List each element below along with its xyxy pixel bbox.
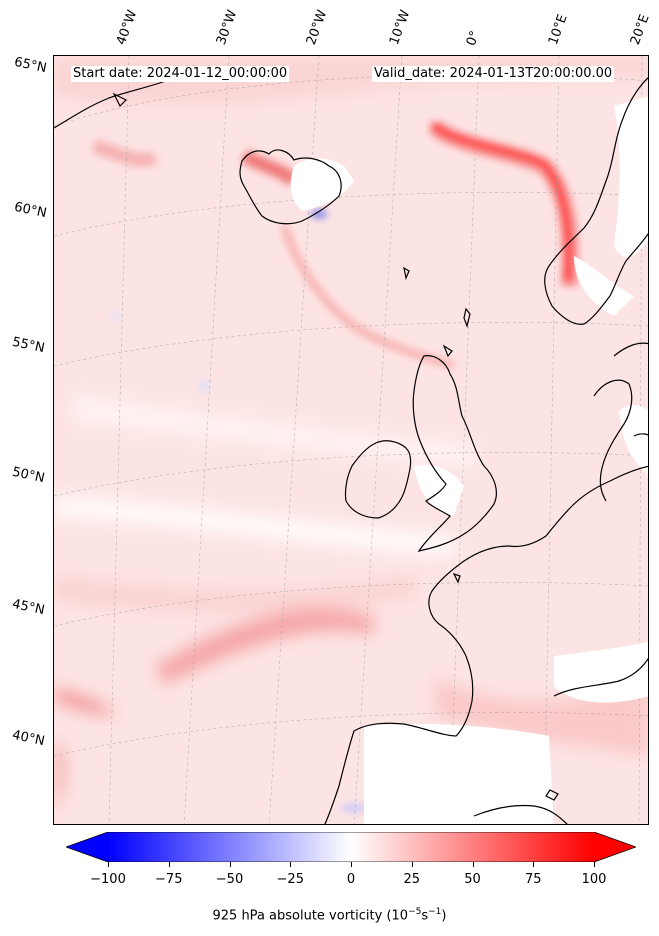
valid-date-label: Valid_date: 2024-01-13T20:00:00.00 xyxy=(372,66,615,82)
vorticity-map xyxy=(53,55,649,825)
colorbar-tickmark xyxy=(351,862,352,867)
coast-balearic xyxy=(545,789,559,801)
colorbar-tickmark xyxy=(411,862,413,867)
lon-label-40w: 40°W xyxy=(113,8,141,47)
lon-label-10w: 10°W xyxy=(386,8,414,47)
colorbar-tick-label: 50 xyxy=(464,872,481,887)
coast-shetland xyxy=(463,307,471,329)
coast-ireland xyxy=(344,440,412,519)
colorbar-tickmark xyxy=(533,862,535,867)
colorbar-tickmark xyxy=(594,862,595,867)
lat-label-40n: 40°N xyxy=(10,727,46,750)
colorbar xyxy=(66,832,636,862)
vorticity-field xyxy=(54,56,648,824)
colorbar-tick-label: −25 xyxy=(276,872,304,887)
coast-denmark xyxy=(593,379,633,502)
lat-label-65n: 65°N xyxy=(12,54,48,77)
colorbar-tick-label: −100 xyxy=(90,872,126,887)
colorbar-extend-low xyxy=(66,832,108,862)
coast-mediterranean xyxy=(553,657,648,697)
coast-iberia-south xyxy=(473,804,568,824)
land-mask xyxy=(290,96,648,824)
coast-baltic xyxy=(633,433,648,437)
vorticity-ridge xyxy=(91,119,579,370)
coast-iceland xyxy=(239,149,342,225)
lon-label-0: 0° xyxy=(463,28,484,48)
colorbar-label-exp1: −5 xyxy=(408,907,422,917)
lon-label-20e: 20°E xyxy=(627,12,653,48)
colorbar-body xyxy=(108,832,594,862)
coastlines xyxy=(54,65,648,824)
coast-continent xyxy=(324,465,648,824)
map-canvas xyxy=(54,56,648,824)
lon-label-20w: 20°W xyxy=(303,8,331,47)
coast-greenland-isle xyxy=(112,92,128,108)
colorbar-label: 925 hPa absolute vorticity (10−5s−1) xyxy=(0,907,659,923)
colorbar-label-main: 925 hPa absolute vorticity (10 xyxy=(212,908,409,924)
colorbar-tick-label: 0 xyxy=(346,872,356,887)
colorbar-extend-high xyxy=(594,832,636,862)
lon-label-10e: 10°E xyxy=(545,12,571,48)
colorbar-tickmark xyxy=(168,862,170,867)
colorbar-tickmark xyxy=(290,862,292,867)
colorbar-tickmark xyxy=(472,862,474,867)
coast-orkney xyxy=(442,344,453,358)
start-date-label: Start date: 2024-01-12_00:00:00 xyxy=(71,66,290,82)
negative-vorticity-spots xyxy=(112,210,368,811)
colorbar-label-end: ) xyxy=(441,908,447,924)
colorbar-label-mid: s xyxy=(421,908,429,924)
coast-great-britain xyxy=(412,355,497,552)
colorbar-tick-label: −50 xyxy=(215,872,244,887)
colorbar-tick-label: 75 xyxy=(524,872,542,887)
lat-label-55n: 55°N xyxy=(10,334,46,357)
colorbar-tick-label: 25 xyxy=(403,872,421,887)
coast-greenland xyxy=(54,65,195,129)
coast-sweden-south xyxy=(613,342,648,357)
coast-faroe xyxy=(403,266,410,281)
coast-norway xyxy=(544,77,648,325)
colorbar-tick-label: −75 xyxy=(155,872,183,887)
lon-label-30w: 30°W xyxy=(213,8,241,47)
colorbar-tick-label: 100 xyxy=(581,872,607,887)
colorbar-tickmark xyxy=(108,862,109,867)
colorbar-label-exp2: −1 xyxy=(428,907,442,917)
lat-label-45n: 45°N xyxy=(10,596,46,619)
lat-label-50n: 50°N xyxy=(10,464,46,487)
coast-channel-isles xyxy=(452,572,461,584)
colorbar-tickmark xyxy=(229,862,231,867)
lat-label-60n: 60°N xyxy=(12,199,48,222)
